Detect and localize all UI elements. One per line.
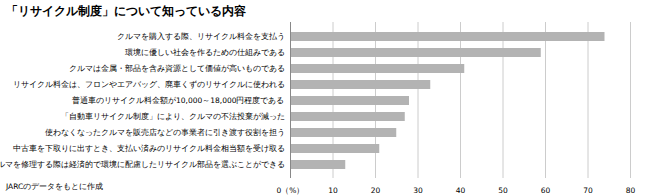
- svg-text:50: 50: [498, 186, 508, 195]
- svg-text:クルマは金属・部品を含み資源として価値が高いものである: クルマは金属・部品を含み資源として価値が高いものである: [69, 64, 285, 73]
- svg-text:中古車を下取りに出すとき、支払い済みのリサイクル料金相当額を: 中古車を下取りに出すとき、支払い済みのリサイクル料金相当額を受け取る: [13, 144, 285, 153]
- svg-text:70: 70: [583, 186, 593, 195]
- svg-text:20: 20: [371, 186, 381, 195]
- svg-text:使わなくなったクルマを販売店などの事業者に引き渡す役割を担う: 使わなくなったクルマを販売店などの事業者に引き渡す役割を担う: [45, 128, 285, 137]
- svg-text:60: 60: [541, 186, 551, 195]
- svg-text:0（%）: 0（%）: [277, 186, 305, 195]
- svg-text:環境に優しい社会を作るための仕組みである: 環境に優しい社会を作るための仕組みである: [125, 48, 285, 57]
- svg-text:30: 30: [413, 186, 423, 195]
- svg-text:10: 10: [328, 186, 338, 195]
- svg-text:リサイクル料金は、フロンやエアバッグ、廃車くずのリサイクルに: リサイクル料金は、フロンやエアバッグ、廃車くずのリサイクルに使われる: [13, 80, 285, 89]
- svg-text:「自動車リサイクル制度」により、クルマの不法投棄が減った: 「自動車リサイクル制度」により、クルマの不法投棄が減った: [61, 112, 285, 121]
- svg-text:80: 80: [626, 186, 636, 195]
- html-text:JARCのデータをもとに作成: JARCのデータをもとに作成: [6, 182, 104, 191]
- svg-text:クルマを購入する際、リサイクル料金を支払う: クルマを購入する際、リサイクル料金を支払う: [117, 32, 285, 41]
- html-text:「リサイクル制度」について知っている内容: 「リサイクル制度」について知っている内容: [6, 4, 246, 18]
- svg-text:クルマを修理する際は経済的で環境に配慮したリサイクル部品を選: クルマを修理する際は経済的で環境に配慮したリサイクル部品を選ぶことができる: [0, 160, 285, 169]
- svg-text:普通車のリサイクル料金額が10,000～18,000円程度で: 普通車のリサイクル料金額が10,000～18,000円程度である: [72, 96, 285, 105]
- svg-text:40: 40: [456, 186, 466, 195]
